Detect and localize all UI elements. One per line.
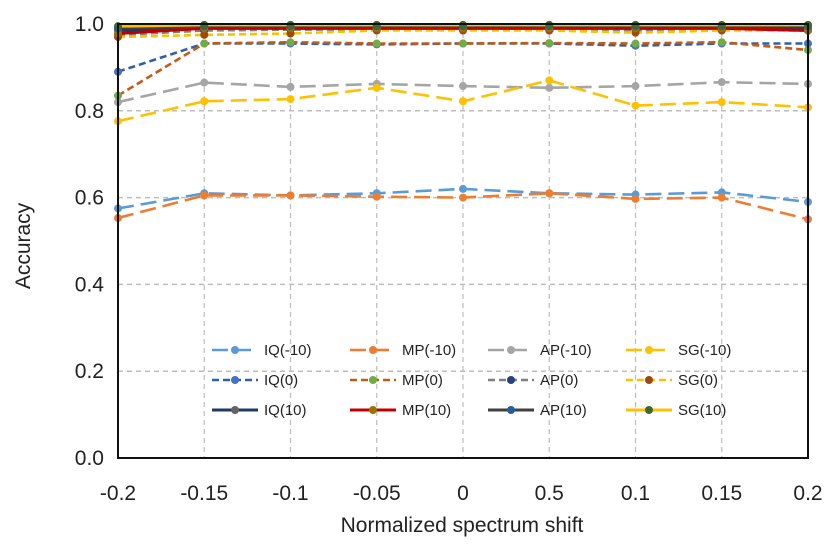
y-tick-label: 0.2 bbox=[75, 360, 104, 383]
data-point bbox=[545, 83, 554, 92]
legend-item: MP(0) bbox=[350, 372, 443, 389]
y-tick-label: 0.0 bbox=[75, 447, 104, 470]
x-tick-label: -0.15 bbox=[180, 482, 228, 505]
legend-label: IQ(-10) bbox=[264, 342, 312, 359]
legend-swatch-marker bbox=[645, 406, 653, 414]
legend-label: SG(10) bbox=[678, 402, 726, 419]
legend-swatch-marker bbox=[231, 406, 239, 414]
legend-swatch-marker bbox=[369, 376, 377, 384]
data-point bbox=[545, 189, 554, 198]
legend: IQ(-10) MP(-10) AP(-10) SG(-10) IQ(0) MP(0) AP… bbox=[212, 342, 731, 419]
x-tick-label: 0.1 bbox=[621, 482, 650, 505]
legend-label: AP(10) bbox=[540, 402, 587, 419]
data-point bbox=[459, 193, 467, 202]
legend-swatch-marker bbox=[507, 346, 515, 354]
data-point bbox=[200, 191, 209, 200]
data-point bbox=[459, 97, 467, 106]
legend-swatch-marker bbox=[369, 406, 377, 414]
legend-item: IQ(0) bbox=[212, 372, 298, 389]
x-tick-label: 0.15 bbox=[701, 482, 742, 505]
x-tick-label: 0.2 bbox=[793, 482, 822, 505]
x-tick-label: -0.2 bbox=[100, 482, 136, 505]
y-axis-ticks: 0.0 0.2 0.4 0.6 0.8 1.0 bbox=[75, 13, 105, 470]
data-point bbox=[717, 38, 726, 47]
y-tick-label: 0.6 bbox=[75, 187, 104, 210]
data-point bbox=[459, 82, 467, 91]
y-tick-label: 0.4 bbox=[75, 273, 105, 296]
series-line bbox=[117, 42, 808, 73]
data-point bbox=[372, 83, 381, 92]
legend-swatch-marker bbox=[645, 346, 653, 354]
legend-label: SG(0) bbox=[678, 372, 718, 389]
legend-item: SG(-10) bbox=[626, 342, 731, 359]
data-point bbox=[717, 98, 726, 107]
legend-item: IQ(10) bbox=[212, 402, 307, 419]
legend-item: AP(-10) bbox=[488, 342, 592, 359]
y-axis-title: Accuracy bbox=[12, 202, 35, 289]
y-tick-label: 1.0 bbox=[75, 13, 104, 36]
x-tick-label: 0 bbox=[457, 482, 469, 505]
legend-swatch-marker bbox=[645, 376, 653, 384]
legend-item: SG(0) bbox=[626, 372, 718, 389]
legend-item: AP(10) bbox=[488, 402, 587, 419]
data-point bbox=[545, 39, 554, 48]
y-tick-label: 0.8 bbox=[75, 100, 104, 123]
data-point bbox=[286, 95, 295, 104]
x-axis-ticks: -0.2 -0.15 -0.1 -0.05 0 0.5 0.1 0.15 0.2 bbox=[100, 482, 823, 505]
legend-swatch-marker bbox=[369, 346, 377, 354]
legend-label: IQ(0) bbox=[264, 372, 298, 389]
data-point bbox=[200, 78, 209, 87]
x-tick-label: -0.1 bbox=[272, 482, 308, 505]
data-point bbox=[200, 30, 209, 39]
data-point bbox=[545, 76, 554, 85]
data-point bbox=[459, 184, 467, 193]
data-point bbox=[286, 82, 295, 91]
legend-swatch-marker bbox=[507, 376, 515, 384]
legend-label: MP(0) bbox=[402, 372, 443, 389]
data-point bbox=[372, 192, 381, 201]
data-point bbox=[200, 97, 209, 106]
data-point bbox=[631, 39, 640, 48]
data-point bbox=[631, 82, 640, 91]
legend-label: AP(0) bbox=[540, 372, 578, 389]
legend-item: MP(10) bbox=[350, 402, 451, 419]
legend-item: AP(0) bbox=[488, 372, 578, 389]
legend-swatch-marker bbox=[231, 346, 239, 354]
x-tick-label: 0.5 bbox=[535, 482, 564, 505]
legend-label: AP(-10) bbox=[540, 342, 592, 359]
legend-swatch-marker bbox=[231, 376, 239, 384]
data-point bbox=[717, 193, 726, 202]
legend-label: MP(10) bbox=[402, 402, 451, 419]
data-point bbox=[286, 191, 295, 200]
plot-area-frame bbox=[117, 23, 809, 459]
series-line bbox=[117, 40, 809, 97]
x-tick-label: -0.05 bbox=[353, 482, 401, 505]
legend-label: MP(-10) bbox=[402, 342, 456, 359]
legend-label: IQ(10) bbox=[264, 402, 307, 419]
legend-item: MP(-10) bbox=[350, 342, 456, 359]
legend-swatch-marker bbox=[507, 406, 515, 414]
data-point bbox=[200, 39, 209, 48]
legend-label: SG(-10) bbox=[678, 342, 731, 359]
data-point bbox=[286, 38, 295, 47]
data-point bbox=[717, 78, 726, 87]
legend-item: IQ(-10) bbox=[212, 342, 312, 359]
legend-item: SG(10) bbox=[626, 402, 726, 419]
x-axis-title: Normalized spectrum shift bbox=[341, 514, 584, 537]
data-point bbox=[631, 101, 640, 110]
data-point bbox=[459, 39, 467, 48]
data-point bbox=[631, 194, 640, 203]
data-point bbox=[372, 39, 381, 48]
